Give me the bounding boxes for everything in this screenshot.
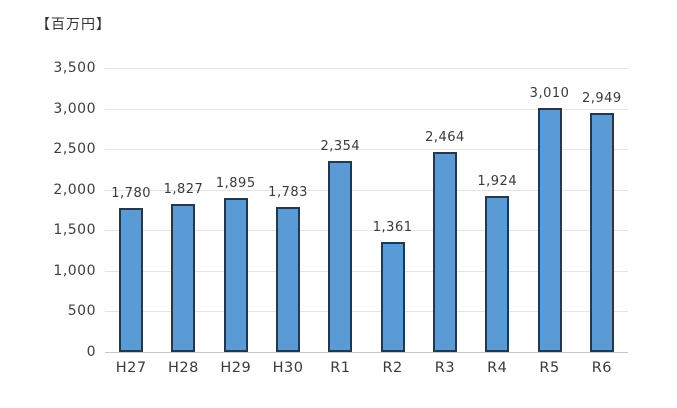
y-tick-label: 500: [67, 303, 96, 320]
gridline: [105, 189, 628, 191]
bar-R5: [537, 107, 562, 352]
bar-value-label: 2,464: [425, 130, 465, 146]
bar-R6: [589, 112, 614, 352]
bar-value-label: 2,949: [581, 90, 622, 106]
bar-H28: [171, 203, 196, 352]
bar-slot: 1,361: [367, 68, 419, 352]
bar-slot: 1,783: [262, 68, 314, 352]
bar-H30: [276, 207, 301, 352]
bar-value-label: 2,354: [320, 139, 361, 154]
bar-R4: [485, 195, 510, 352]
bar-value-label: 1,827: [163, 181, 204, 197]
x-tick-label-R1: R1: [330, 360, 351, 376]
bar-value-label: 1,780: [111, 185, 151, 201]
x-tick-label-H27: H27: [115, 360, 147, 376]
x-tick-label-R3: R3: [434, 360, 456, 376]
gridline: [105, 68, 628, 69]
bar-slot: 1,895: [210, 68, 262, 352]
bar-slot: 1,780: [105, 68, 157, 352]
bar-slot: 3,010: [523, 68, 575, 352]
unit-label: 【百万円】: [36, 17, 111, 33]
x-tick-label-R6: R6: [591, 360, 612, 376]
bar-R3: [432, 152, 457, 352]
bar-slot: 1,827: [157, 68, 209, 352]
plot-area: 1,780 1,827 1,895 1,783 2,354 1,361 2,464 1,924…: [105, 68, 628, 353]
bar-value-label: 1,361: [372, 219, 413, 235]
x-tick-label-R4: R4: [487, 360, 508, 376]
gridline: [105, 311, 628, 313]
y-tick-label: 1,500: [53, 222, 96, 239]
x-tick-label-H28: H28: [168, 360, 199, 376]
y-tick-label: 1,000: [53, 262, 96, 279]
bar-value-label: 1,924: [477, 173, 518, 189]
bar-H27: [119, 207, 144, 352]
bar-slot: 2,949: [576, 68, 628, 352]
bar-value-label: 3,010: [529, 85, 570, 101]
gridline: [105, 108, 628, 110]
bar-slot: 2,464: [419, 68, 471, 352]
gridline: [105, 149, 628, 151]
y-tick-label: 2,500: [53, 141, 96, 158]
x-tick-label-H30: H30: [272, 360, 304, 376]
x-tick-label-H29: H29: [220, 360, 252, 376]
x-tick-label-R2: R2: [382, 360, 403, 376]
y-tick-label: 0: [86, 344, 96, 360]
y-tick-label: 2,000: [53, 181, 96, 198]
bar-value-label: 1,783: [268, 185, 308, 201]
gridline: [105, 270, 628, 272]
bar-R2: [380, 241, 405, 352]
gridline: [105, 230, 628, 232]
bar-value-label: 1,895: [215, 176, 256, 192]
x-tick-label-R5: R5: [539, 360, 560, 376]
bar-slot: 2,354: [314, 68, 366, 352]
bar-slot: 1,924: [471, 68, 523, 352]
y-tick-label: 3,000: [53, 100, 96, 117]
y-tick-label: 3,500: [53, 60, 96, 76]
bar-H29: [223, 198, 248, 352]
bar-R1: [328, 161, 353, 352]
